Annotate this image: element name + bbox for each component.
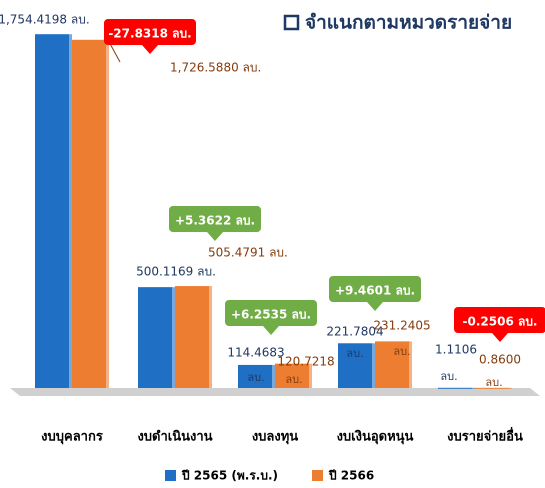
floor	[10, 388, 540, 396]
bar	[275, 363, 309, 388]
legend-swatch	[165, 470, 176, 481]
difference-label: +9.4601 ลบ.	[335, 284, 415, 298]
value-label: 1,754.4198 ลบ.	[0, 13, 90, 27]
unit-label: ลบ.	[393, 345, 410, 358]
difference-callout	[104, 19, 196, 54]
x-tick-label: งบดำเนินงาน	[137, 429, 212, 445]
value-label: 231.2405	[373, 319, 430, 333]
bar	[72, 39, 106, 389]
legend-label: ปี 2566	[328, 469, 374, 483]
bar	[175, 286, 209, 388]
difference-callout	[329, 276, 421, 311]
bar-side	[509, 387, 512, 389]
value-label: 505.4791 ลบ.	[208, 246, 288, 260]
x-tick-label: งบลงทุน	[252, 430, 298, 445]
bar	[375, 341, 409, 388]
legend-label: ปี 2565 (พ.ร.บ.)	[181, 469, 278, 483]
value-label: 1,726.5880 ลบ.	[170, 61, 261, 75]
x-tick-label: งบเงินอุดหนุน	[337, 430, 414, 445]
bar-side	[372, 343, 375, 388]
title-icon	[283, 14, 300, 31]
value-label: 500.1169 ลบ.	[136, 265, 216, 279]
difference-callout	[169, 206, 261, 241]
chart-title: จำแนกตามหมวดรายจ่าย	[305, 12, 512, 34]
x-tick-label: งบบุคลากร	[41, 430, 103, 445]
difference-callout	[454, 307, 545, 342]
bar	[238, 364, 272, 388]
difference-label: -0.2506 ลบ.	[463, 315, 538, 329]
unit-label: ลบ.	[485, 376, 502, 389]
unit-label: ลบ.	[247, 371, 264, 384]
bar-side	[272, 364, 275, 388]
unit-label: ลบ.	[285, 373, 302, 386]
bar-side	[472, 387, 475, 389]
difference-label: +6.2535 ลบ.	[231, 308, 311, 322]
value-label: 0.8600	[479, 353, 521, 367]
bar-side	[172, 287, 175, 388]
bar	[35, 34, 69, 388]
value-label: 114.4683	[227, 346, 284, 360]
value-label: 120.7218	[277, 355, 334, 369]
difference-callout	[225, 300, 317, 335]
bar	[438, 387, 472, 389]
bar-side	[69, 34, 72, 388]
bar-side	[209, 286, 212, 388]
unit-label: ลบ.	[440, 370, 457, 383]
difference-label: -27.8318 ลบ.	[108, 27, 191, 41]
bar-side	[409, 341, 412, 388]
value-label: 1.1106	[435, 343, 477, 357]
legend-swatch	[312, 470, 323, 481]
difference-label: +5.3622 ลบ.	[175, 214, 255, 228]
value-label: 221.7804	[326, 325, 383, 339]
bar	[138, 287, 172, 388]
bar	[338, 343, 372, 388]
bar-side	[106, 39, 109, 389]
unit-label: ลบ.	[346, 347, 363, 360]
bar	[475, 387, 509, 389]
bar-side	[309, 363, 312, 388]
x-tick-label: งบรายจ่ายอื่น	[447, 427, 523, 445]
